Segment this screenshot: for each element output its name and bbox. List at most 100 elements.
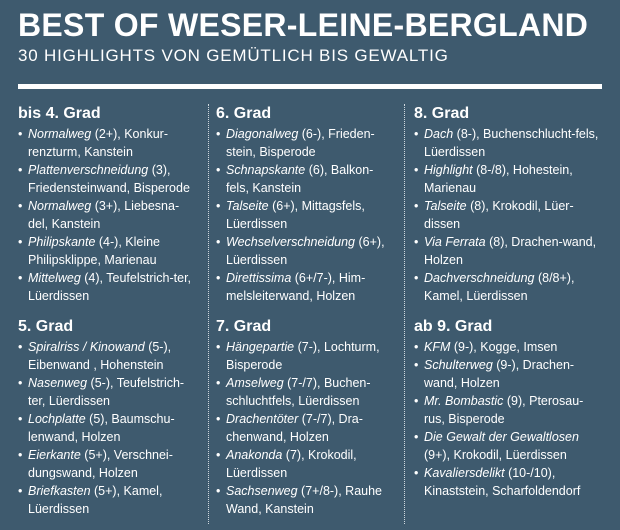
route-detail: (5+), Kamel, Lüerdissen — [28, 484, 163, 516]
bullet-icon: • — [216, 340, 221, 354]
route-name: Briefkasten — [28, 484, 91, 498]
route-item: • Briefkasten (5+), Kamel, Lüerdissen — [18, 482, 198, 518]
route-detail: (8), Krokodil, Lüer-dissen — [424, 199, 574, 231]
bullet-icon: • — [18, 199, 23, 213]
route-list: • Hängepartie (7-), Lochturm, Bisperode • A… — [216, 338, 396, 518]
route-name: Die Gewalt der Gewaltlosen — [424, 430, 579, 444]
route-item: • Plattenverschneidung (3), Friedensteinw… — [18, 161, 198, 197]
route-name: Talseite — [424, 199, 467, 213]
route-name: Mr. Bombastic — [424, 394, 504, 408]
grade-columns: bis 4. Grad • Normalweg (2+), Konkur-renzt… — [18, 104, 602, 524]
grade-heading: 5. Grad — [18, 318, 74, 335]
column-separator — [208, 104, 209, 524]
route-item: • Normalweg (2+), Konkur-renzturm, Kanste… — [18, 125, 198, 161]
route-item: • Sachsenweg (7+/8-), Rauhe Wand, Kanstei… — [216, 482, 396, 518]
route-item: • Hängepartie (7-), Lochturm, Bisperode — [216, 338, 396, 374]
grade-heading: 7. Grad — [216, 318, 272, 335]
route-detail: (5+), Verschnei-dungswand, Holzen — [28, 448, 173, 480]
bullet-icon: • — [216, 235, 221, 249]
route-detail: (6-), Frieden-stein, Bisperode — [226, 127, 375, 159]
bullet-icon: • — [216, 199, 221, 213]
route-item: • Schnapskante (6), Balkon-fels, Kanstein — [216, 161, 396, 197]
route-name: KFM — [424, 340, 451, 354]
route-item: • Dachverschneidung (8/8+), Kamel, Lüerdi… — [414, 269, 602, 305]
bullet-icon: • — [18, 340, 23, 354]
route-name: Mittelweg — [28, 271, 81, 285]
route-item: • Normalweg (3+), Liebesna-del, Kanstein — [18, 197, 198, 233]
route-detail: (8), Drachen-wand, Holzen — [424, 235, 597, 267]
route-item: • Diagonalweg (6-), Frieden-stein, Bisper… — [216, 125, 396, 161]
route-name: Plattenverschneidung — [28, 163, 149, 177]
route-detail: (5-), Eibenwand , Hohenstein — [28, 340, 172, 372]
route-detail: (4-), Kleine Philipsklippe, Marienau — [28, 235, 161, 267]
bullet-icon: • — [18, 235, 23, 249]
page-subtitle: 30 HIGHLIGHTS VON GEMÜTLICH BIS GEWALTIG — [18, 46, 449, 65]
route-name: Highlight — [424, 163, 473, 177]
grade-section: 7. Grad • Hängepartie (7-), Lochturm, Bisp… — [216, 317, 396, 518]
route-name: Philipskante — [28, 235, 96, 249]
route-name: Lochplatte — [28, 412, 86, 426]
route-item: • Eierkante (5+), Verschnei-dungswand, Ho… — [18, 446, 198, 482]
bullet-icon: • — [18, 448, 23, 462]
route-detail: (7), Krokodil, Lüerdissen — [226, 448, 357, 480]
bullet-icon: • — [216, 271, 221, 285]
grade-heading: 6. Grad — [216, 105, 272, 122]
grade-section: 6. Grad • Diagonalweg (6-), Frieden-stein,… — [216, 104, 396, 305]
route-name: Direttissima — [226, 271, 292, 285]
page-title: BEST OF WESER-LEINE-BERGLAND — [18, 7, 589, 43]
bullet-icon: • — [18, 376, 23, 390]
grade-section: 8. Grad • Dach (8-), Buchenschlucht-fels, … — [414, 104, 602, 305]
title-divider — [18, 84, 602, 89]
column-1: bis 4. Grad • Normalweg (2+), Konkur-renzt… — [18, 104, 198, 524]
route-item: • Drachentöter (7-/7), Dra-chenwand, Holz… — [216, 410, 396, 446]
grade-heading: bis 4. Grad — [18, 105, 101, 122]
route-detail: (5), Baumschu-lenwand, Holzen — [28, 412, 175, 444]
route-detail: (6+), Mittagsfels, Lüerdissen — [226, 199, 365, 231]
route-name: Via Ferrata — [424, 235, 486, 249]
route-item: • Lochplatte (5), Baumschu-lenwand, Holze… — [18, 410, 198, 446]
route-list: • KFM (9-), Kogge, Imsen • Schulterweg (9-)… — [414, 338, 602, 500]
route-detail: (2+), Konkur-renzturm, Kanstein — [28, 127, 168, 159]
route-detail: (10-/10), Kinaststein, Scharfoldendorf — [424, 466, 581, 498]
bullet-icon: • — [216, 412, 221, 426]
route-name: Eierkante — [28, 448, 81, 462]
bullet-icon: • — [216, 376, 221, 390]
route-detail: (9), Pterosau-rus, Bisperode — [424, 394, 584, 426]
route-item: • Kavaliersdelikt (10-/10), Kinaststein, … — [414, 464, 602, 500]
route-detail: (8-/8), Hohestein, Marienau — [424, 163, 573, 195]
route-item: • Talseite (6+), Mittagsfels, Lüerdissen — [216, 197, 396, 233]
column-3: 8. Grad • Dach (8-), Buchenschlucht-fels, … — [414, 104, 602, 524]
route-detail: (3), Friedensteinwand, Bisperode — [28, 163, 190, 195]
route-item: • Via Ferrata (8), Drachen-wand, Holzen — [414, 233, 602, 269]
route-name: Spiralriss / Kinowand — [28, 340, 145, 354]
grade-section: 5. Grad • Spiralriss / Kinowand (5-), Eibe… — [18, 317, 198, 518]
route-name: Nasenweg — [28, 376, 88, 390]
bullet-icon: • — [414, 394, 419, 408]
route-detail: (7-/7), Buchen-schluchtfels, Lüerdissen — [226, 376, 371, 408]
bullet-icon: • — [18, 127, 23, 141]
route-name: Diagonalweg — [226, 127, 299, 141]
route-detail: (7+/8-), Rauhe Wand, Kanstein — [226, 484, 382, 516]
column-separator — [404, 104, 405, 524]
route-item: • Schulterweg (9-), Drachen-wand, Holzen — [414, 356, 602, 392]
column-2: 6. Grad • Diagonalweg (6-), Frieden-stein,… — [216, 104, 396, 524]
route-name: Dach — [424, 127, 454, 141]
route-item: • Dach (8-), Buchenschlucht-fels, Lüerdis… — [414, 125, 602, 161]
route-detail: (5-), Teufelstrich-ter, Lüerdissen — [28, 376, 185, 408]
route-list: • Spiralriss / Kinowand (5-), Eibenwand ,… — [18, 338, 198, 518]
route-name: Kavaliersdelikt — [424, 466, 505, 480]
route-item: • Direttissima (6+/7-), Him-melsleiterwan… — [216, 269, 396, 305]
route-name: Schulterweg — [424, 358, 493, 372]
route-item: • Anakonda (7), Krokodil, Lüerdissen — [216, 446, 396, 482]
route-name: Anakonda — [226, 448, 283, 462]
bullet-icon: • — [216, 163, 221, 177]
bullet-icon: • — [414, 199, 419, 213]
grade-heading: ab 9. Grad — [414, 318, 493, 335]
route-item: • Spiralriss / Kinowand (5-), Eibenwand ,… — [18, 338, 198, 374]
route-name: Normalweg — [28, 127, 92, 141]
route-detail: (9-), Kogge, Imsen — [450, 340, 558, 354]
bullet-icon: • — [414, 358, 419, 372]
route-name: Amselweg — [226, 376, 284, 390]
bullet-icon: • — [18, 412, 23, 426]
